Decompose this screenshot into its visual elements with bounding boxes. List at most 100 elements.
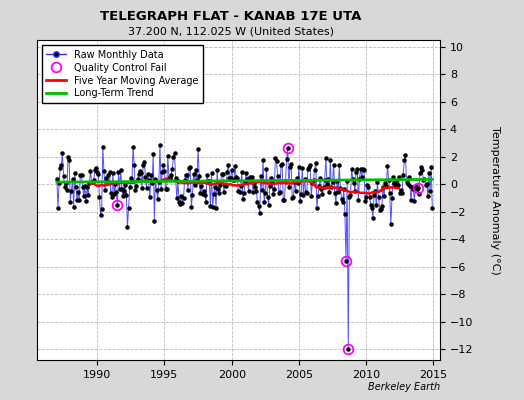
Point <box>152 187 161 194</box>
Point <box>58 150 67 156</box>
Point <box>126 184 134 191</box>
Point <box>94 171 103 178</box>
Point <box>115 186 124 192</box>
Point <box>123 224 132 230</box>
Point <box>79 184 87 191</box>
Point <box>119 193 127 200</box>
Point <box>227 166 236 173</box>
Point <box>175 199 183 206</box>
Point <box>226 175 235 182</box>
Point <box>95 194 104 200</box>
Point <box>150 218 159 224</box>
Point <box>139 162 147 168</box>
Point <box>242 170 250 176</box>
Point <box>391 181 399 188</box>
Point <box>73 197 81 203</box>
Point <box>279 196 288 203</box>
Point <box>209 204 217 210</box>
Point <box>382 182 390 189</box>
Point <box>96 212 105 219</box>
Point <box>249 188 257 195</box>
Point <box>262 166 270 173</box>
Point <box>151 176 160 182</box>
Point <box>419 177 428 184</box>
Point <box>122 192 130 198</box>
Point <box>165 174 173 181</box>
Point <box>352 169 361 175</box>
Point <box>296 198 304 204</box>
Point <box>111 181 119 187</box>
Point <box>386 190 394 196</box>
Point <box>110 191 118 197</box>
Y-axis label: Temperature Anomaly (°C): Temperature Anomaly (°C) <box>490 126 500 274</box>
Point <box>225 175 234 181</box>
Point <box>339 199 347 205</box>
Point <box>420 176 429 182</box>
Point <box>373 179 381 186</box>
Point <box>366 202 375 208</box>
Point <box>261 190 269 196</box>
Point <box>412 186 421 192</box>
Point <box>135 170 143 177</box>
Point <box>353 166 362 172</box>
Point <box>325 189 333 195</box>
Point <box>197 183 205 189</box>
Point <box>309 177 318 184</box>
Point <box>298 165 307 171</box>
Point <box>297 191 305 197</box>
Point <box>88 179 96 185</box>
Point <box>411 182 420 189</box>
Point <box>191 182 199 188</box>
Point <box>306 162 314 168</box>
Point <box>345 194 354 201</box>
Point <box>271 155 280 161</box>
Point <box>275 190 283 196</box>
Point <box>133 176 141 183</box>
Point <box>395 174 403 180</box>
Point <box>250 180 258 186</box>
Text: TELEGRAPH FLAT - KANAB 17E UTA: TELEGRAPH FLAT - KANAB 17E UTA <box>100 10 361 23</box>
Point <box>124 205 133 211</box>
Point <box>400 157 409 164</box>
Point <box>331 190 339 196</box>
Point <box>278 160 286 167</box>
Point <box>92 165 100 171</box>
Point <box>293 180 302 186</box>
Point <box>118 186 126 193</box>
Point <box>348 176 357 182</box>
Point <box>396 190 404 196</box>
Point <box>416 170 424 176</box>
Point <box>318 190 326 197</box>
Point <box>360 166 368 173</box>
Point <box>203 172 211 178</box>
Point <box>112 189 121 195</box>
Point <box>388 195 396 202</box>
Point <box>90 176 98 183</box>
Point <box>394 182 402 188</box>
Point <box>202 198 210 205</box>
Point <box>86 168 95 174</box>
Point <box>258 187 266 193</box>
Point <box>232 174 241 180</box>
Point <box>136 167 144 174</box>
Point <box>55 180 63 186</box>
Point <box>266 182 274 189</box>
Point <box>265 201 273 208</box>
Point <box>346 192 355 198</box>
Point <box>181 172 190 178</box>
Point <box>173 178 182 184</box>
Point <box>183 171 191 178</box>
Point <box>336 185 345 192</box>
Point <box>290 179 299 185</box>
Point <box>313 204 321 211</box>
Point <box>385 177 393 184</box>
Point <box>374 194 383 200</box>
Point <box>81 183 89 189</box>
Point <box>245 174 254 180</box>
Point <box>254 203 263 209</box>
Point <box>170 150 179 156</box>
Point <box>252 187 260 194</box>
Point <box>137 170 145 176</box>
Point <box>107 194 116 200</box>
Point <box>281 178 290 184</box>
